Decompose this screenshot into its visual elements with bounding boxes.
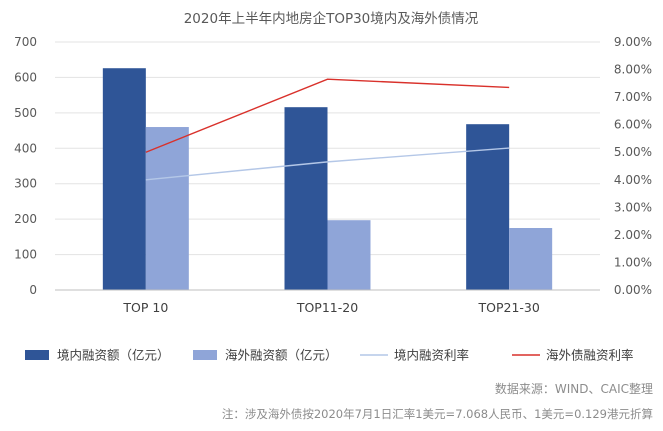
bar [284,107,328,290]
y-left-tick-label: 700 [14,35,37,49]
legend: 境内融资额（亿元） 海外融资额（亿元） 境内融资利率 海外债融资利率 [25,348,634,363]
y-right-tick-label: 5.00% [614,145,652,159]
bar [102,68,146,291]
x-tick-label: TOP 10 [122,300,168,315]
y-right-tick-label: 0.00% [614,283,652,297]
legend-label: 海外融资额（亿元） [225,348,338,363]
legend-label: 境内融资额（亿元） [57,348,170,363]
y-right-tick-label: 1.00% [614,255,652,269]
y-right-tick-label: 8.00% [614,63,652,77]
series-line [145,78,510,153]
y-left-tick-label: 300 [14,177,37,191]
y-right-tick-label: 6.00% [614,118,652,132]
lines [145,78,510,181]
y-right-tick-label: 2.00% [614,228,652,242]
axes: 0 100 200 300 400 500 600 700 0.00% 1.00% 2.00% 3.0… [14,35,652,315]
y-left-tick-label: 200 [14,212,37,226]
y-left-tick-label: 600 [14,70,37,84]
y-right-tick-label: 3.00% [614,200,652,214]
source-note: 数据来源：WIND、CAIC整理 [494,382,653,396]
legend-swatch [193,350,217,360]
y-right-tick-label: 7.00% [614,90,652,104]
bar [466,124,510,291]
exchange-rate-note: 注：涉及海外债按2020年7月1日汇率1美元=7.068人民币、1美元=0.12… [221,407,653,421]
y-right-tick-label: 9.00% [614,35,652,49]
bar [509,228,553,290]
y-left-tick-label: 400 [14,141,37,155]
x-tick-label: TOP21-30 [477,300,539,315]
x-tick-label: TOP11-20 [296,300,358,315]
legend-label: 境内融资利率 [394,348,469,363]
series-line [145,147,510,181]
y-left-tick-label: 500 [14,106,37,120]
y-right-tick-label: 4.00% [614,173,652,187]
bar [145,127,189,291]
bar [327,220,371,290]
legend-swatch [25,350,49,360]
y-left-tick-label: 0 [29,283,37,297]
legend-label: 海外债融资利率 [546,348,634,363]
chart-title: 2020年上半年内地房企TOP30境内及海外债情况 [184,10,479,27]
y-left-tick-label: 100 [14,248,37,262]
bars [102,68,553,291]
